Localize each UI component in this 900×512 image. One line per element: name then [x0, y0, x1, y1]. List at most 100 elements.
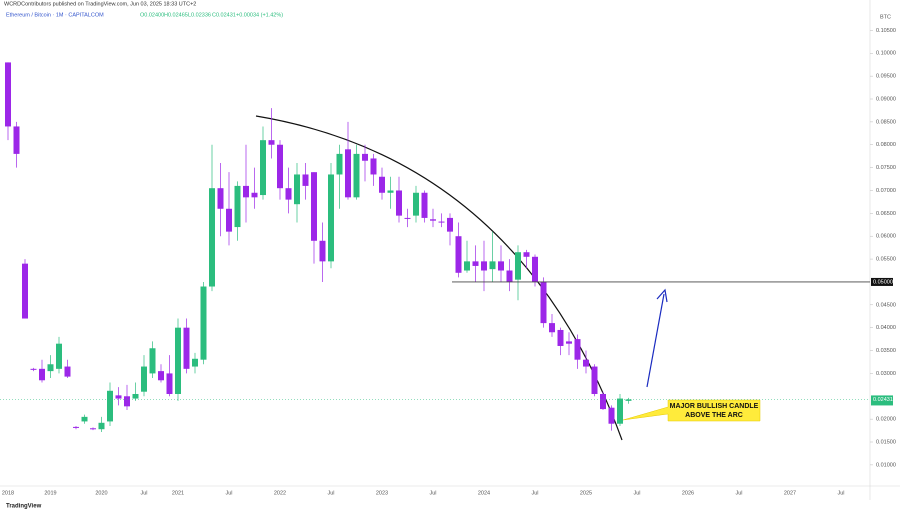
candle-body — [124, 396, 130, 407]
candle-body — [379, 176, 385, 193]
x-tick-label: Jul — [327, 490, 334, 496]
candle-body — [328, 174, 334, 262]
y-tick-label: 0.09000 — [876, 96, 896, 102]
currency: BTC — [880, 14, 891, 20]
candle-body — [540, 281, 547, 324]
y-tick-label: 0.08500 — [876, 119, 896, 125]
y-tick-label: 0.07000 — [876, 188, 896, 194]
x-tick-label: Jul — [633, 490, 640, 496]
candle-body — [625, 399, 632, 401]
candle-body — [251, 192, 258, 198]
x-tick-label: Jul — [531, 490, 538, 496]
candle-body — [557, 329, 564, 346]
y-tick-label: 0.05500 — [876, 257, 896, 263]
level-label: 0.05000 — [873, 279, 893, 285]
callout-text: MAJOR BULLISH CANDLE — [670, 403, 759, 410]
candle-body — [30, 368, 37, 370]
candle-body — [481, 261, 487, 271]
candle-body — [13, 126, 20, 154]
candle-body — [336, 153, 343, 175]
y-tick-label: 0.09500 — [876, 74, 896, 80]
last-price-box — [871, 395, 893, 406]
y-tick-label: 0.07500 — [876, 165, 896, 171]
candle-body — [498, 261, 504, 271]
x-tick-label: Jul — [225, 490, 232, 496]
candle-body — [47, 364, 54, 372]
candle-body — [166, 373, 173, 394]
candle-body — [192, 358, 198, 367]
candle-body — [438, 221, 445, 223]
candle-body — [404, 217, 411, 219]
candle-body — [515, 252, 521, 280]
candle-body — [209, 188, 215, 287]
candle-body — [608, 407, 615, 424]
candle-body — [115, 395, 122, 399]
candle-body — [506, 270, 513, 282]
y-tick-label: 0.03500 — [876, 348, 896, 354]
candle-body — [217, 188, 224, 209]
candle-body — [421, 192, 428, 218]
candle-body — [464, 261, 470, 271]
candle-body — [523, 252, 530, 257]
y-tick-label: 0.02000 — [876, 417, 896, 423]
y-tick-label: 0.10000 — [876, 51, 896, 57]
candle-body — [600, 393, 606, 410]
x-tick-label: 2024 — [478, 490, 490, 496]
candle-body — [447, 217, 453, 232]
y-tick-label: 0.03000 — [876, 371, 896, 377]
x-tick-label: 2025 — [580, 490, 592, 496]
candle-body — [472, 261, 479, 266]
symbol: Ethereum / Bitcoin · 1M · CAPITALCOM — [6, 12, 104, 18]
arc — [255, 115, 623, 441]
ohlc-value: L0.02336 — [188, 12, 211, 18]
x-tick-label: 2023 — [376, 490, 388, 496]
candle-body — [362, 153, 368, 161]
y-tick-label: 0.01000 — [876, 462, 896, 468]
plot — [5, 62, 632, 432]
candle-body — [311, 172, 317, 241]
candle-body — [319, 240, 326, 262]
arrow-head — [656, 288, 668, 303]
publisher: WCRDContributors published on TradingVie… — [4, 1, 196, 7]
candle-body — [158, 371, 164, 381]
candle-body — [226, 208, 232, 232]
candle-body — [98, 422, 105, 430]
x-tick-label: 2026 — [682, 490, 694, 496]
x-tick-label: 2018 — [2, 490, 14, 496]
x-tick-label: Jul — [140, 490, 147, 496]
y-tick-label: 0.04000 — [876, 325, 896, 331]
candle-body — [200, 286, 207, 360]
x-tick-label: Jul — [837, 490, 844, 496]
candle-body — [345, 149, 351, 198]
candle-body — [430, 219, 436, 221]
candle-body — [532, 256, 538, 282]
level-label-box — [871, 277, 893, 286]
candle-body — [64, 366, 71, 377]
candle-body — [90, 428, 96, 430]
candle-body — [294, 174, 300, 205]
candle-body — [141, 366, 147, 392]
last-price-label: 0.02431 — [873, 397, 893, 403]
candle-body — [260, 140, 266, 196]
candle-body — [183, 327, 190, 369]
candle-body — [268, 140, 275, 145]
y-tick-label: 0.01500 — [876, 439, 896, 445]
candle-body — [285, 188, 292, 200]
candle-body — [387, 190, 394, 193]
x-tick-label: 2022 — [274, 490, 286, 496]
candle-body — [455, 236, 462, 273]
y-tick-label: 0.04500 — [876, 302, 896, 308]
x-tick-label: 2021 — [172, 490, 184, 496]
candle-body — [566, 341, 572, 344]
ohlc-value: +0.00034 (+1.42%) — [236, 12, 283, 18]
candle-body — [107, 390, 113, 422]
x-tick-label: Jul — [735, 490, 742, 496]
ohlc-value: H0.02465 — [164, 12, 188, 18]
candle-body — [149, 348, 156, 374]
candle-body — [243, 185, 249, 198]
candle-body — [413, 192, 419, 216]
candle-body — [39, 368, 45, 381]
y-tick-label: 0.08000 — [876, 142, 896, 148]
footer-logo: TradingView — [6, 504, 42, 510]
